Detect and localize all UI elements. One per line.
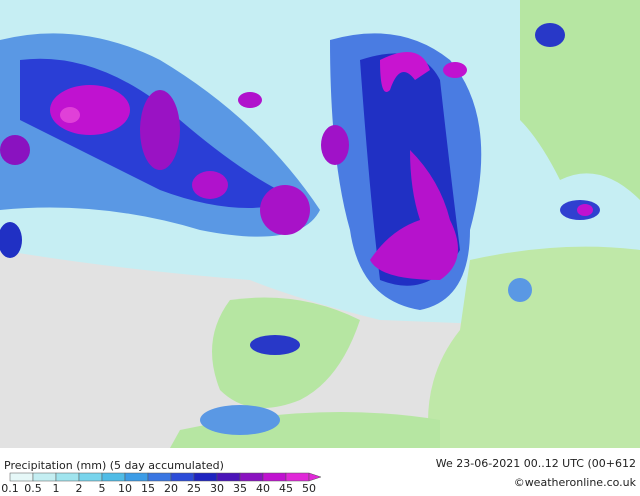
legend-swatch xyxy=(285,472,310,482)
legend-label: 0.5 xyxy=(24,482,42,495)
legend-label: 30 xyxy=(210,482,224,495)
legend-label: 35 xyxy=(233,482,247,495)
credit: ©weatheronline.co.uk xyxy=(514,476,637,489)
legend-label: 10 xyxy=(118,482,132,495)
legend-label: 1 xyxy=(53,482,60,495)
legend-swatch xyxy=(170,472,195,482)
color-legend: 0.1 0.5 1 2 5 10 15 20 25 30 35 40 45 50 xyxy=(1,472,322,495)
legend-swatch xyxy=(262,472,287,482)
legend-swatch xyxy=(101,472,126,482)
legend-swatch xyxy=(32,472,57,482)
legend-label: 2 xyxy=(76,482,83,495)
legend-swatch xyxy=(216,472,241,482)
legend-label: 15 xyxy=(141,482,155,495)
legend-label: 50 xyxy=(302,482,316,495)
legend-label: 40 xyxy=(256,482,270,495)
legend-label: 5 xyxy=(99,482,106,495)
legend-swatch xyxy=(55,472,80,482)
legend-swatch xyxy=(78,472,103,482)
run-time: We 23-06-2021 00..12 UTC (00+612 xyxy=(436,457,636,470)
legend-arrow xyxy=(308,472,322,482)
legend-label: 45 xyxy=(279,482,293,495)
legend-label: 20 xyxy=(164,482,178,495)
footer-bar xyxy=(0,448,640,496)
legend-label: 0.1 xyxy=(1,482,19,495)
legend-label: 25 xyxy=(187,482,201,495)
legend-swatch xyxy=(124,472,149,482)
map-title: Precipitation (mm) (5 day accumulated) xyxy=(4,459,224,472)
legend-swatch xyxy=(9,472,34,482)
legend-swatch xyxy=(193,472,218,482)
map xyxy=(0,0,640,448)
legend-swatch xyxy=(239,472,264,482)
legend-swatch xyxy=(147,472,172,482)
